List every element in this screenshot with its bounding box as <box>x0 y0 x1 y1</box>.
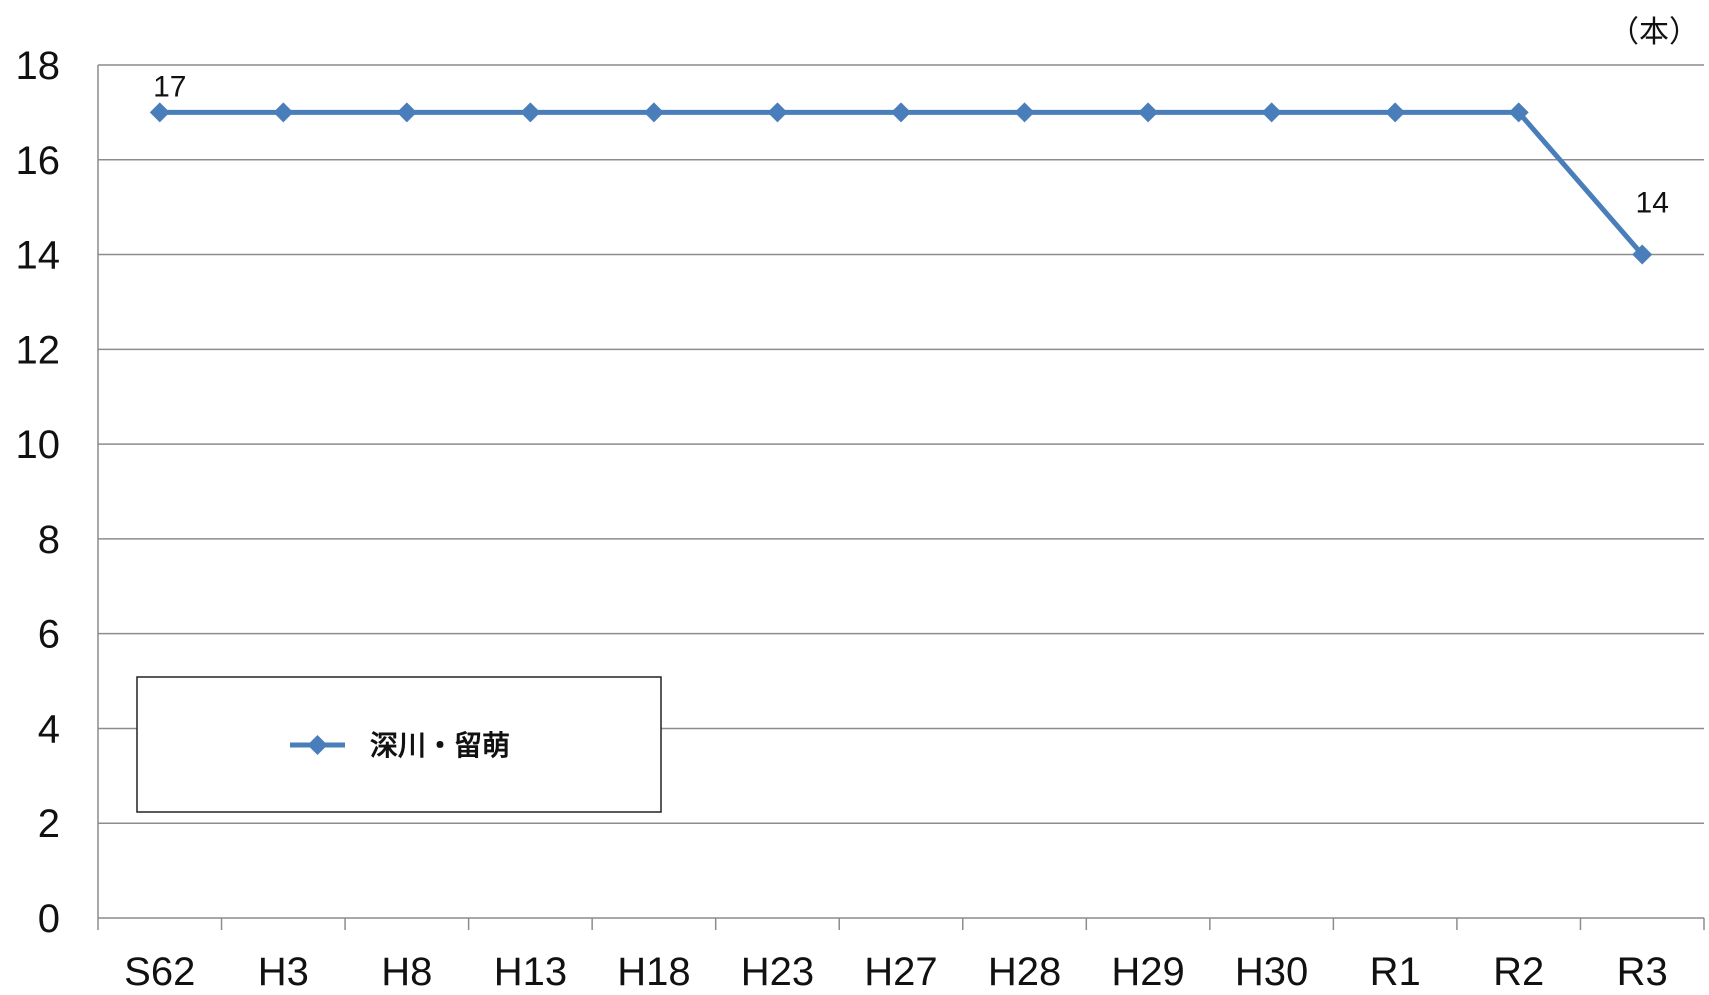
data-label: 14 <box>1636 187 1669 220</box>
x-tick-label: H18 <box>617 950 690 994</box>
y-tick-labels: 0 2 4 6 8 10 12 14 16 18 <box>16 44 61 941</box>
y-tick-label: 0 <box>38 897 60 941</box>
data-point-marker <box>1138 102 1159 123</box>
data-point-marker <box>1385 102 1406 123</box>
data-point-marker <box>643 102 664 123</box>
legend: 深川・留萌 <box>136 676 662 813</box>
y-tick-label: 18 <box>16 44 61 88</box>
data-point-marker <box>520 102 541 123</box>
y-tick-label: 4 <box>38 707 60 751</box>
data-point-marker <box>1261 102 1282 123</box>
axes <box>97 65 1705 930</box>
series-group <box>149 102 1653 265</box>
x-tick-label: H13 <box>494 950 567 994</box>
y-tick-label: 16 <box>16 139 61 183</box>
x-tick-label: H23 <box>741 950 814 994</box>
x-tick-label: H29 <box>1111 950 1184 994</box>
y-tick-label: 10 <box>16 423 61 467</box>
y-tick-label: 12 <box>16 328 61 372</box>
x-tick-label: H27 <box>864 950 937 994</box>
x-tick-label: R2 <box>1493 950 1544 994</box>
x-tick-label: R3 <box>1617 950 1668 994</box>
x-tick-label: H28 <box>988 950 1061 994</box>
data-point-marker <box>396 102 417 123</box>
x-tick-label: H8 <box>381 950 432 994</box>
y-tick-label: 2 <box>38 802 60 846</box>
data-point-marker <box>273 102 294 123</box>
data-point-marker <box>1632 244 1653 265</box>
y-tick-label: 8 <box>38 518 60 562</box>
data-point-marker <box>767 102 788 123</box>
y-tick-label: 6 <box>38 613 60 657</box>
legend-series-name: 深川・留萌 <box>370 729 510 762</box>
data-label: 17 <box>153 70 186 103</box>
x-tick-label: H3 <box>258 950 309 994</box>
unit-label: （本） <box>1609 15 1699 50</box>
legend-diamond-marker <box>307 735 328 755</box>
x-tick-label: H30 <box>1235 950 1308 994</box>
legend-box <box>136 676 662 813</box>
series-line <box>159 109 1645 257</box>
y-tick-label: 14 <box>16 234 61 278</box>
x-tick-label: S62 <box>124 950 195 994</box>
data-point-marker <box>891 102 911 123</box>
data-point-marker <box>149 102 170 123</box>
data-point-marker <box>1014 102 1035 123</box>
data-point-marker <box>1508 102 1529 123</box>
x-tick-label: R1 <box>1370 950 1421 994</box>
x-tick-labels: S62 H3 H8 H13 H18 H23 H27 H28 H29 H30 R1 R2 R3 <box>124 950 1668 994</box>
